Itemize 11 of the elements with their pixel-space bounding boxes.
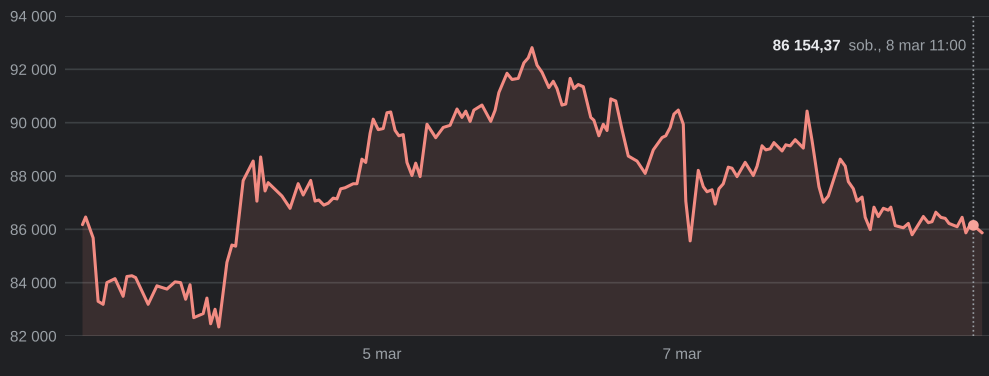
x-tick-label: 5 mar <box>363 348 402 360</box>
y-tick-label: 82 000 <box>10 330 56 342</box>
y-tick-label: 94 000 <box>10 10 56 22</box>
y-tick-label: 90 000 <box>10 118 56 128</box>
y-tick-label: 88 000 <box>10 170 56 182</box>
y-tick-label: 86 000 <box>10 224 56 236</box>
y-tick-label: 92 000 <box>10 64 56 76</box>
x-tick-label: 7 mar <box>663 348 702 360</box>
annotation: sob., 8 mar 11:00 <box>848 39 966 52</box>
annotation: 86 154,37 <box>773 40 840 53</box>
y-tick-label: 84 000 <box>10 278 56 288</box>
